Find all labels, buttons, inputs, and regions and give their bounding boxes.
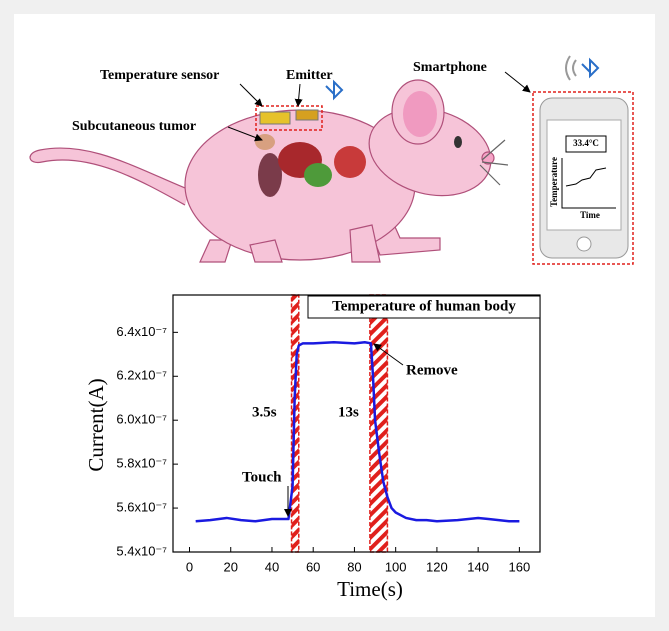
arrow (227, 126, 263, 142)
organs (255, 134, 366, 197)
phone-reading: 33.4°C (573, 138, 599, 148)
phone-y-label: Temperature (549, 157, 559, 207)
y-tick-label: 6.0x10⁻⁷ (116, 412, 167, 427)
shaded-range (369, 294, 389, 553)
phone-x-label: Time (580, 210, 600, 220)
arrow (373, 343, 404, 366)
sensor (259, 111, 291, 125)
bluetooth-icon (581, 57, 600, 79)
phone-label: Smartphone (413, 60, 487, 75)
x-tick-label: 100 (385, 559, 407, 574)
sensor-label: Temperature sensor (100, 68, 219, 83)
y-tick-label: 6.2x10⁻⁷ (116, 368, 167, 383)
arrow (294, 83, 303, 107)
annotation: Remove (406, 362, 458, 378)
title-box (307, 295, 541, 319)
x-tick-label: 140 (467, 559, 489, 574)
sensor-box (255, 105, 323, 131)
x-tick-label: 0 (186, 559, 193, 574)
bluetooth-icon (325, 79, 344, 101)
chart-title: Temperature of human body (332, 298, 516, 314)
emitter (295, 109, 319, 121)
arrow (239, 83, 263, 107)
smartphone (532, 91, 634, 265)
plot-frame (172, 294, 541, 553)
x-tick-label: 120 (426, 559, 448, 574)
x-tick-label: 160 (509, 559, 531, 574)
y-tick-label: 5.8x10⁻⁷ (116, 456, 167, 471)
emitter-label: Emitter (286, 68, 333, 83)
y-tick-label: 5.6x10⁻⁷ (116, 500, 167, 515)
chart: 0 20 40 60 80 100 120 140 160 5.4x10⁻⁷ 5.6x10⁻⁷ 5.8… (116, 294, 541, 574)
x-tick-label: 40 (265, 559, 279, 574)
x-axis-title: Time(s) (337, 577, 403, 601)
y-tick-label: 6.4x10⁻⁷ (116, 324, 167, 339)
annotation: Touch (242, 469, 282, 485)
x-tick-label: 60 (306, 559, 320, 574)
y-axis-title: Current(A) (84, 378, 108, 471)
tumor-label: Subcutaneous tumor (72, 119, 196, 134)
signal-icon (565, 55, 577, 81)
y-tick-label: 5.4x10⁻⁷ (116, 543, 167, 558)
annotation: 3.5s (252, 404, 277, 420)
x-tick-label: 80 (347, 559, 361, 574)
annotation: 13s (338, 404, 359, 420)
mouse (29, 79, 509, 263)
x-tick-label: 20 (223, 559, 237, 574)
arrow (504, 71, 531, 93)
data-line (195, 340, 520, 523)
